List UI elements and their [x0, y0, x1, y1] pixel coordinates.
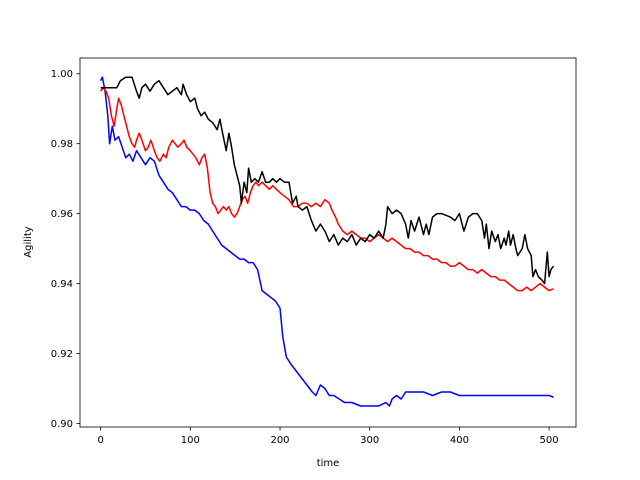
- series-line-1: [99, 76, 554, 407]
- y-tick-label: 0.90: [51, 419, 73, 430]
- x-tick-label: 500: [540, 435, 559, 446]
- y-tick-label: 0.96: [51, 209, 73, 220]
- y-axis-label: Agility: [23, 226, 34, 257]
- x-tick-label: 400: [450, 435, 469, 446]
- axes-frame: [79, 57, 577, 428]
- series-line-2: [100, 86, 554, 292]
- x-tick-label: 100: [181, 435, 200, 446]
- y-tick-label: 0.92: [51, 349, 73, 360]
- x-tick-label: 300: [360, 435, 379, 446]
- axes: 0 100 200 300 400 500 0.90 0.92 0.94 0.96 0.98 1.00: [51, 57, 577, 446]
- plot-area: [99, 76, 555, 407]
- x-tick-label: 200: [270, 435, 289, 446]
- x-tick-label: 0: [97, 435, 103, 446]
- y-tick-label: 1.00: [51, 69, 73, 80]
- y-tick-label: 0.98: [51, 139, 73, 150]
- x-axis-label: time: [317, 458, 340, 469]
- y-tick-label: 0.94: [51, 279, 73, 290]
- series-line-3: [100, 76, 555, 285]
